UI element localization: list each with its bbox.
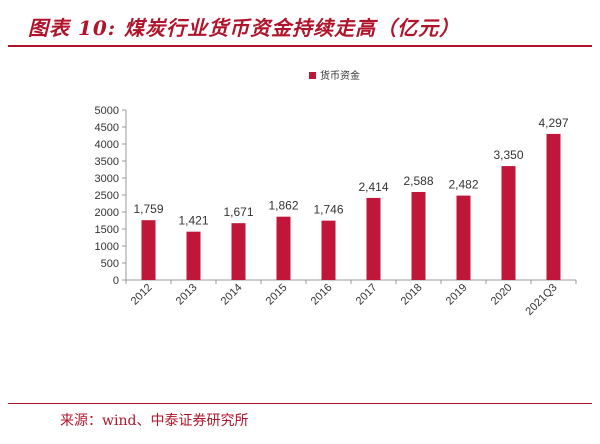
bar <box>141 220 156 280</box>
bar-value-label: 1,759 <box>133 202 163 216</box>
x-tick-label: 2016 <box>309 282 335 308</box>
figure-title-bar: 图表 10: 煤炭行业货币资金持续走高（亿元） <box>8 12 592 42</box>
y-tick-label: 4000 <box>95 139 119 151</box>
x-tick-label: 2019 <box>444 282 470 308</box>
bar <box>501 166 516 280</box>
x-tick-label: 2018 <box>399 282 425 308</box>
bar-chart: 货币资金 0 500 1000 1500 2000 2500 3000 3500 4000 4500… <box>95 69 577 318</box>
x-tick-label: 2017 <box>354 282 380 308</box>
bar-value-label: 1,671 <box>223 205 253 219</box>
bar <box>456 195 471 280</box>
bar-value-label: 3,350 <box>493 148 523 162</box>
bar <box>366 197 381 280</box>
bar-value-label: 2,414 <box>358 180 388 194</box>
source-note: 来源：wind、中泰证券研究所 <box>60 413 249 429</box>
x-tick-label: 2021Q3 <box>523 282 559 318</box>
x-tick-label: 2014 <box>219 282 245 308</box>
y-tick-label: 4500 <box>95 122 119 134</box>
legend-label: 货币资金 <box>320 69 360 82</box>
y-tick-label: 1500 <box>95 224 119 236</box>
y-tick-label: 0 <box>113 275 119 287</box>
x-tick-label: 2015 <box>264 282 290 308</box>
title-divider <box>8 45 592 47</box>
legend-swatch <box>309 72 316 79</box>
y-tick-label: 3500 <box>95 156 119 168</box>
bar-value-label: 1,746 <box>313 203 343 217</box>
bar-value-label: 2,588 <box>403 174 433 188</box>
x-tick-label: 2013 <box>174 282 200 308</box>
y-tick-label: 2500 <box>95 190 119 202</box>
y-tick-label: 5000 <box>95 105 119 117</box>
bar <box>321 220 336 280</box>
chart-container: 货币资金 0 500 1000 1500 2000 2500 3000 3500 4000 4500… <box>0 48 600 398</box>
footer-divider <box>8 403 592 404</box>
bar <box>276 216 291 280</box>
x-tick-label: 2020 <box>489 282 515 308</box>
y-tick-label: 500 <box>101 258 119 270</box>
bar <box>411 192 426 280</box>
bar-value-label: 4,297 <box>538 116 568 130</box>
y-tick-label: 3000 <box>95 173 119 185</box>
bar <box>186 231 201 280</box>
figure-title: 图表 10: 煤炭行业货币资金持续走高（亿元） <box>28 16 461 40</box>
bar-value-label: 1,862 <box>268 199 298 213</box>
y-tick-label: 1000 <box>95 241 119 253</box>
y-tick-label: 2000 <box>95 207 119 219</box>
bar <box>231 223 246 280</box>
bar-value-label: 2,482 <box>448 178 478 192</box>
bar <box>546 133 561 280</box>
bar-value-label: 1,421 <box>178 214 208 228</box>
x-tick-label: 2012 <box>129 282 155 308</box>
